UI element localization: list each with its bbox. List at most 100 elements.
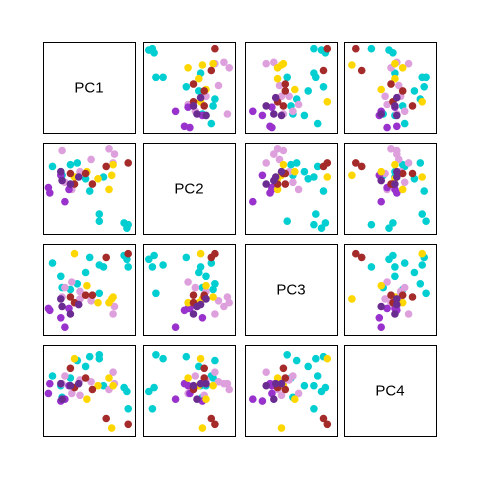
data-point xyxy=(383,123,391,132)
data-point xyxy=(262,368,271,377)
data-point xyxy=(76,391,84,400)
data-point xyxy=(58,395,66,404)
data-point xyxy=(258,111,267,120)
data-point xyxy=(182,253,191,262)
data-point xyxy=(209,293,217,301)
data-point xyxy=(48,259,57,267)
data-point xyxy=(270,150,278,158)
data-point xyxy=(220,302,228,311)
data-point xyxy=(294,389,303,398)
data-point xyxy=(214,297,223,305)
data-point xyxy=(57,167,65,176)
data-point xyxy=(120,383,128,392)
data-point xyxy=(381,295,389,303)
variable-label-PC2: PC2 xyxy=(174,181,203,198)
data-point xyxy=(105,374,113,382)
data-point xyxy=(184,278,192,286)
data-point xyxy=(207,253,216,262)
data-point xyxy=(367,263,376,271)
data-point xyxy=(277,111,286,120)
data-point xyxy=(398,298,407,307)
panel-PC1-PC4 xyxy=(344,42,437,134)
data-point xyxy=(196,93,205,102)
data-point xyxy=(195,268,203,277)
data-point xyxy=(61,283,69,292)
panel-PC2-PC3 xyxy=(245,143,338,235)
data-point xyxy=(124,220,132,229)
data-point xyxy=(211,420,219,429)
data-point xyxy=(202,272,210,281)
data-point xyxy=(207,259,216,267)
data-point xyxy=(74,379,83,388)
data-point xyxy=(44,389,53,398)
data-point xyxy=(214,81,223,90)
data-point xyxy=(159,73,167,82)
data-point xyxy=(124,405,132,413)
data-point xyxy=(57,379,65,388)
data-point xyxy=(271,379,280,388)
panel-frame xyxy=(245,143,338,235)
data-point xyxy=(271,93,280,102)
data-point xyxy=(209,59,217,68)
data-point xyxy=(61,323,69,332)
data-point xyxy=(270,58,278,67)
data-point xyxy=(102,253,110,262)
data-point xyxy=(310,381,318,390)
data-point xyxy=(352,249,360,258)
data-point xyxy=(66,310,75,318)
data-point xyxy=(367,44,376,53)
data-point xyxy=(249,395,257,404)
data-point xyxy=(207,119,216,128)
panel-PC1-PC3 xyxy=(245,42,338,134)
data-point xyxy=(273,74,282,83)
data-point xyxy=(319,66,328,75)
data-point xyxy=(300,167,309,176)
data-point xyxy=(58,302,66,311)
data-point xyxy=(391,74,399,83)
data-point xyxy=(107,171,116,180)
data-point xyxy=(418,261,427,269)
data-point xyxy=(387,80,395,88)
data-point xyxy=(389,49,397,57)
data-point xyxy=(102,414,110,423)
data-point xyxy=(352,159,360,167)
data-point xyxy=(410,268,419,277)
data-point xyxy=(76,287,84,296)
data-point xyxy=(99,381,108,390)
data-point xyxy=(48,162,57,171)
data-point xyxy=(323,44,332,53)
data-point xyxy=(223,110,232,118)
data-point xyxy=(189,80,198,88)
data-point xyxy=(283,217,292,225)
data-point xyxy=(74,300,83,309)
data-point xyxy=(395,155,403,164)
data-point xyxy=(81,169,90,178)
data-point xyxy=(152,73,160,82)
data-point xyxy=(85,187,94,195)
panel-frame xyxy=(344,345,437,437)
data-point xyxy=(85,352,94,361)
data-point xyxy=(281,87,290,95)
data-point xyxy=(207,66,216,75)
data-point xyxy=(66,160,75,169)
data-point xyxy=(281,180,290,188)
data-point xyxy=(88,385,97,394)
data-point xyxy=(300,381,309,390)
panel-PC4-PC3 xyxy=(245,345,338,437)
data-point xyxy=(277,167,286,176)
data-point xyxy=(310,220,318,229)
data-point xyxy=(105,298,113,307)
data-point xyxy=(81,175,90,183)
data-point xyxy=(66,364,75,373)
data-point xyxy=(398,169,407,178)
data-point xyxy=(398,64,407,72)
data-point xyxy=(418,210,427,218)
data-point xyxy=(393,295,401,303)
data-point xyxy=(391,102,399,110)
panel-PC3-PC2 xyxy=(143,244,236,336)
data-point xyxy=(398,291,407,300)
data-point xyxy=(95,289,104,298)
data-point xyxy=(279,160,288,169)
data-point xyxy=(389,219,397,227)
data-point xyxy=(420,83,429,91)
